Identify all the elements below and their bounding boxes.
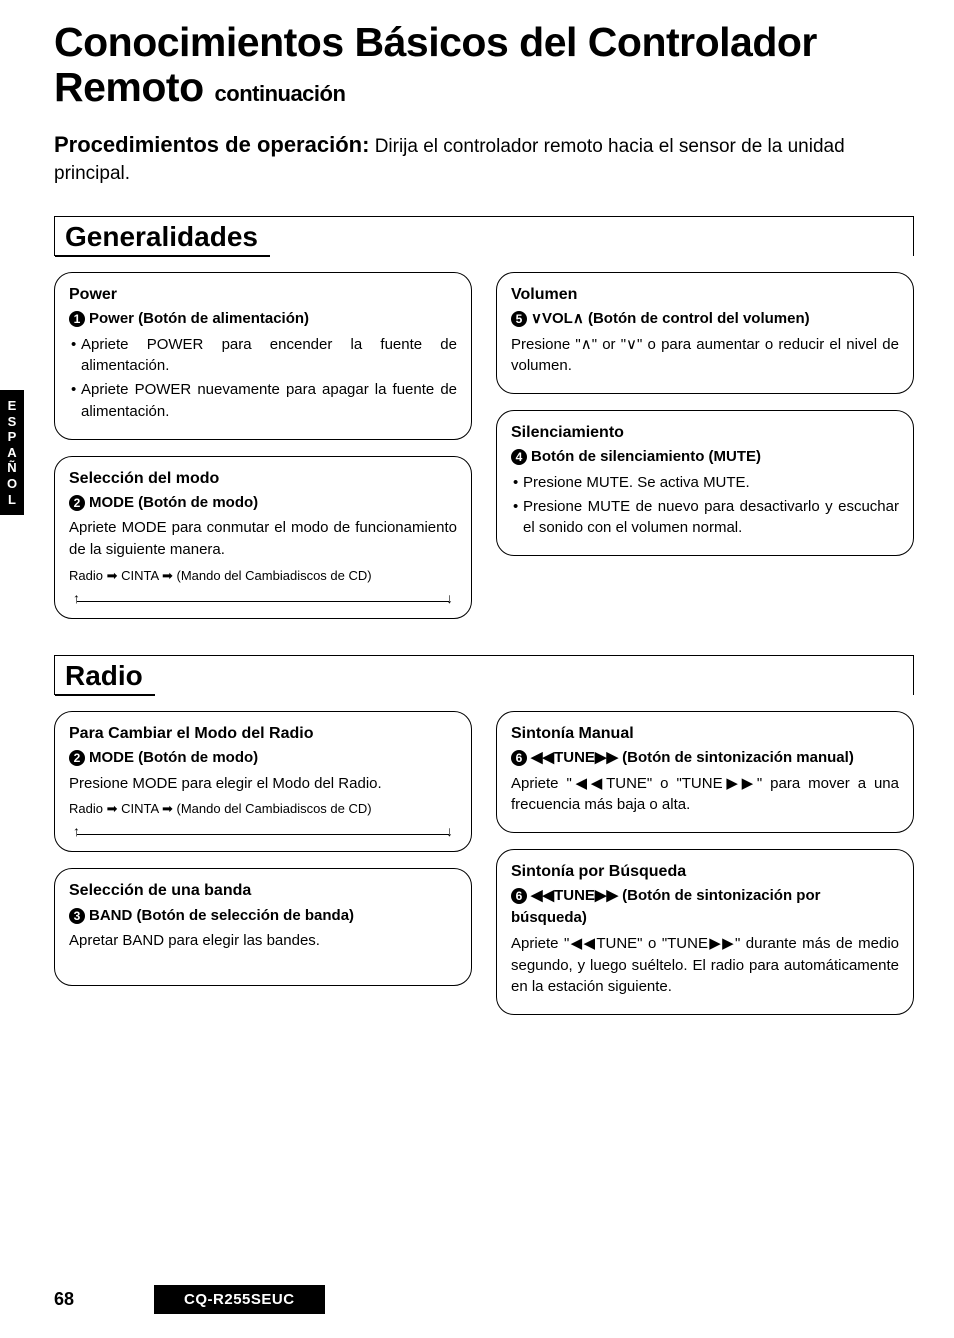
section-header-general: Generalidades bbox=[54, 216, 914, 256]
band-title: Selección de una banda bbox=[69, 879, 457, 902]
section-title-radio: Radio bbox=[55, 656, 155, 696]
power-num: 1 bbox=[69, 311, 85, 327]
page-content: Conocimientos Básicos del Controlador Re… bbox=[54, 20, 914, 1015]
model-badge: CQ-R255SEUC bbox=[154, 1285, 325, 1314]
manual-title: Sintonía Manual bbox=[511, 722, 899, 745]
power-title: Power bbox=[69, 283, 457, 306]
page-title: Conocimientos Básicos del Controlador Re… bbox=[54, 20, 914, 110]
band-sub: 3BAND (Botón de selección de banda) bbox=[69, 905, 457, 927]
seek-num: 6 bbox=[511, 888, 527, 904]
seek-title: Sintonía por Búsqueda bbox=[511, 860, 899, 883]
mute-sub: 4Botón de silenciamiento (MUTE) bbox=[511, 446, 899, 468]
general-col-right: Volumen 5∨VOL∧ (Botón de control del vol… bbox=[496, 272, 914, 619]
page-number: 68 bbox=[54, 1289, 74, 1310]
power-b1: Apriete POWER para encender la fuente de… bbox=[71, 334, 457, 378]
change-text: Presione MODE para elegir el Modo del Ra… bbox=[69, 773, 457, 795]
mute-b1: Presione MUTE. Se activa MUTE. bbox=[513, 472, 899, 494]
band-box: Selección de una banda 3BAND (Botón de s… bbox=[54, 868, 472, 986]
mute-title: Silenciamiento bbox=[511, 421, 899, 444]
volume-box: Volumen 5∨VOL∧ (Botón de control del vol… bbox=[496, 272, 914, 394]
footer: 68 CQ-R255SEUC bbox=[54, 1285, 325, 1314]
mute-num: 4 bbox=[511, 449, 527, 465]
change-flow: Radio ➡ CINTA ➡ (Mando del Cambiadiscos … bbox=[69, 800, 457, 819]
power-box: Power 1Power (Botón de alimentación) Apr… bbox=[54, 272, 472, 440]
change-box: Para Cambiar el Modo del Radio 2MODE (Bo… bbox=[54, 711, 472, 853]
mute-b2: Presione MUTE de nuevo para desactivarlo… bbox=[513, 496, 899, 540]
power-sub: 1Power (Botón de alimentación) bbox=[69, 308, 457, 330]
general-col-left: Power 1Power (Botón de alimentación) Apr… bbox=[54, 272, 472, 619]
radio-col-left: Para Cambiar el Modo del Radio 2MODE (Bo… bbox=[54, 711, 472, 1015]
volume-title: Volumen bbox=[511, 283, 899, 306]
seek-sub: 6◀◀TUNE▶▶ (Botón de sintonización por bú… bbox=[511, 885, 899, 929]
change-sub: 2MODE (Botón de modo) bbox=[69, 747, 457, 769]
change-num: 2 bbox=[69, 750, 85, 766]
mute-box: Silenciamiento 4Botón de silenciamiento … bbox=[496, 410, 914, 556]
manual-text: Apriete "◀◀TUNE" o "TUNE▶▶" para mover a… bbox=[511, 773, 899, 817]
procedures-label: Procedimientos de operación: bbox=[54, 132, 369, 157]
band-text: Apretar BAND para elegir las bandes. bbox=[69, 930, 457, 952]
seek-text: Apriete "◀◀TUNE" o "TUNE▶▶" durante más … bbox=[511, 933, 899, 998]
language-label: ESPAÑOL bbox=[4, 398, 20, 507]
volume-num: 5 bbox=[511, 311, 527, 327]
mode-box: Selección del modo 2MODE (Botón de modo)… bbox=[54, 456, 472, 619]
change-loop bbox=[77, 825, 449, 835]
power-b2: Apriete POWER nuevamente para apagar la … bbox=[71, 379, 457, 423]
mode-title: Selección del modo bbox=[69, 467, 457, 490]
mode-loop bbox=[77, 592, 449, 602]
language-tab: ESPAÑOL bbox=[0, 390, 24, 515]
volume-sub: 5∨VOL∧ (Botón de control del volumen) bbox=[511, 308, 899, 330]
manual-sub: 6◀◀TUNE▶▶ (Botón de sintonización manual… bbox=[511, 747, 899, 769]
section-header-radio: Radio bbox=[54, 655, 914, 695]
section-title-general: Generalidades bbox=[55, 217, 270, 257]
manual-box: Sintonía Manual 6◀◀TUNE▶▶ (Botón de sint… bbox=[496, 711, 914, 833]
band-num: 3 bbox=[69, 908, 85, 924]
procedures-intro: Procedimientos de operación: Dirija el c… bbox=[54, 130, 914, 187]
radio-columns: Para Cambiar el Modo del Radio 2MODE (Bo… bbox=[54, 711, 914, 1015]
change-title: Para Cambiar el Modo del Radio bbox=[69, 722, 457, 745]
mode-num: 2 bbox=[69, 495, 85, 511]
radio-col-right: Sintonía Manual 6◀◀TUNE▶▶ (Botón de sint… bbox=[496, 711, 914, 1015]
volume-text: Presione "∧" or "∨" o para aumentar o re… bbox=[511, 334, 899, 378]
general-columns: Power 1Power (Botón de alimentación) Apr… bbox=[54, 272, 914, 619]
mode-text: Apriete MODE para conmutar el modo de fu… bbox=[69, 517, 457, 561]
mode-sub: 2MODE (Botón de modo) bbox=[69, 492, 457, 514]
mode-flow: Radio ➡ CINTA ➡ (Mando del Cambiadiscos … bbox=[69, 567, 457, 586]
seek-box: Sintonía por Búsqueda 6◀◀TUNE▶▶ (Botón d… bbox=[496, 849, 914, 1015]
manual-num: 6 bbox=[511, 750, 527, 766]
